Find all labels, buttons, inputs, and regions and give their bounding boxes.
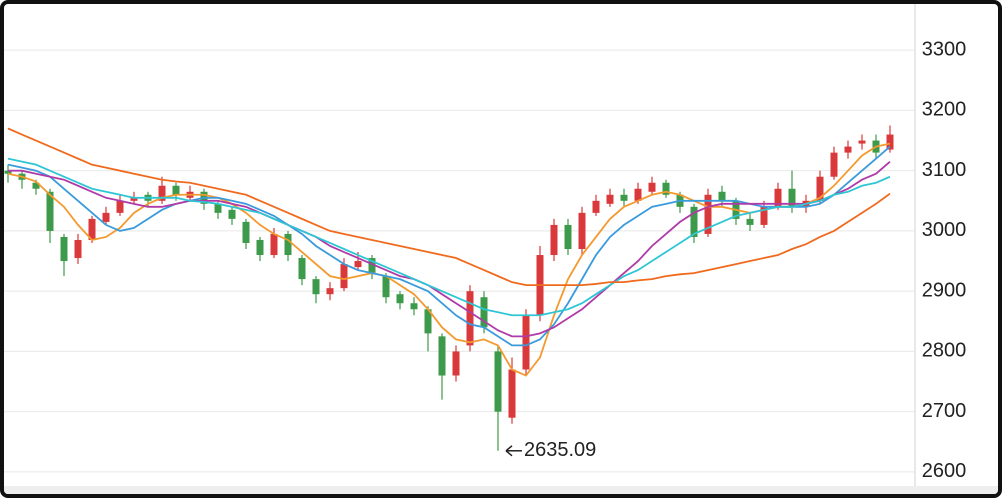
candle-body [830,152,838,177]
candle-body [354,261,362,268]
candle-body [242,221,250,243]
candle-body [788,188,796,207]
candle-body [816,176,824,201]
candle-body [648,182,656,192]
candle-body [494,351,502,412]
candle-body [452,351,460,376]
candle-body [382,276,390,298]
candle-body [886,134,894,150]
y-tick-label: 3200 [922,99,967,121]
candle-body [102,212,110,222]
y-tick-label: 2900 [922,279,967,301]
candle-body [592,200,600,213]
candle-body [620,194,628,201]
moving-average-line [7,145,891,347]
moving-average-line [7,142,891,377]
candle-body [32,182,40,189]
candle-body [46,191,54,231]
candle-body [774,188,782,207]
candle-body [88,218,96,240]
chart: 2600 2700 2800 2900 3000 3100 3200 3300 2635.09 [4,4,998,494]
candle-body [760,206,768,225]
candle-body [214,203,222,213]
candle-body [396,294,404,304]
candle-body [606,194,614,204]
candle-body [340,264,348,289]
candle-body [634,188,642,201]
candle-body [662,182,670,195]
candle-body [522,315,530,370]
candle-body [746,218,754,225]
candle-body [438,336,446,376]
annotation-label: 2635.09 [524,439,596,461]
candle-body [368,258,376,274]
candle-body [256,239,264,256]
candle-body [4,170,12,174]
y-tick-label: 3100 [922,159,967,181]
candle-body [844,146,852,153]
candle-body [858,140,866,144]
candle-body [130,197,138,201]
y-tick-label: 3000 [922,219,967,241]
y-tick-label: 2700 [922,400,967,422]
moving-average-line [8,160,891,338]
candle-body [158,185,166,201]
candle-body [480,297,488,328]
candle-body [326,288,334,295]
moving-average-line [7,157,891,317]
candle-body [116,200,124,213]
candle-body [410,303,418,310]
candle-body [718,191,726,201]
y-tick-label: 2800 [922,340,967,362]
candle-body [550,224,558,256]
candle-body [228,209,236,219]
y-tick-label: 3300 [922,38,967,60]
bottom-strip [4,486,998,494]
candle-body [466,291,474,346]
candle-body [312,279,320,295]
candle-body [298,258,306,280]
candle-body [690,206,698,237]
candle-body [508,369,516,418]
y-tick-label: 2600 [922,460,967,482]
candle-body [270,233,278,256]
candle-body [172,185,180,195]
annotation-arrowhead [505,445,513,457]
candle-body [578,212,586,250]
candle-body [74,239,82,259]
candle-body [60,236,68,262]
candle-body [284,233,292,256]
candle-body [564,224,572,250]
candle-body [424,309,432,334]
candle-body [704,194,712,234]
moving-average-line [7,127,891,287]
